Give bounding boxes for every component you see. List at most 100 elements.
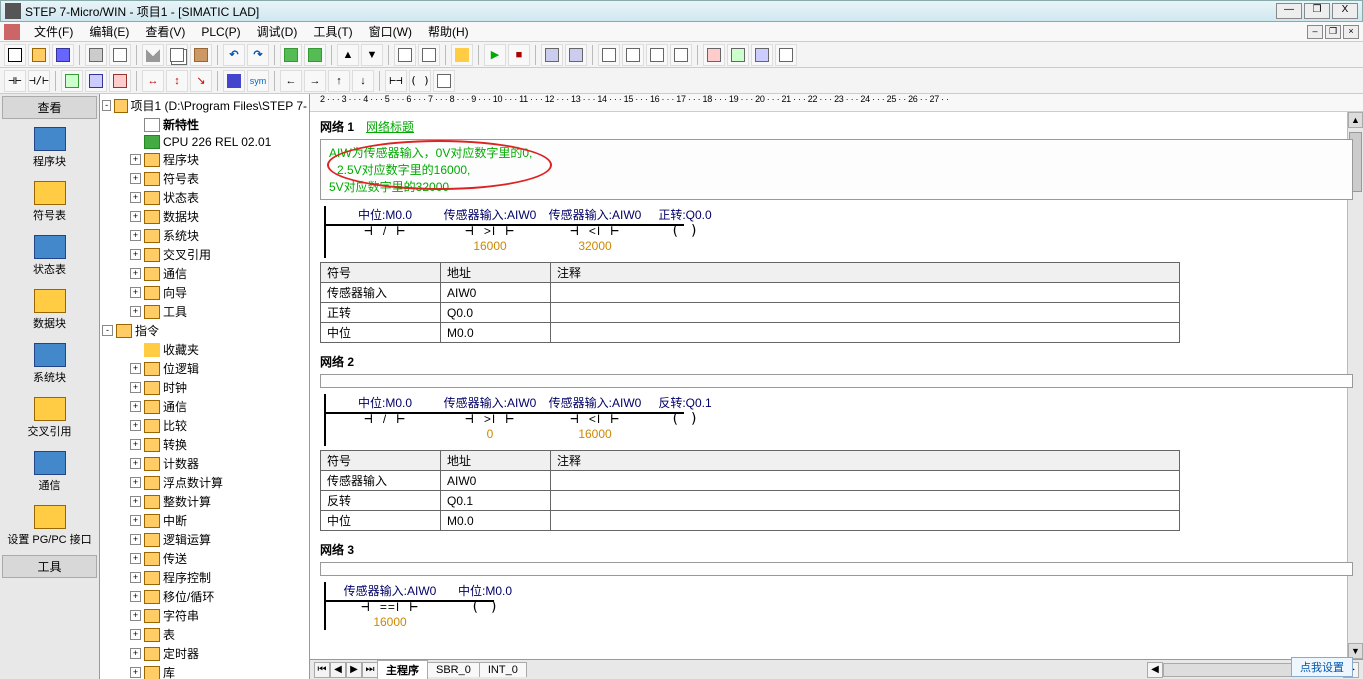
tree-node[interactable]: +时钟 [102, 378, 307, 397]
view-stl-button[interactable] [85, 70, 107, 92]
palette-tool-7[interactable]: 设置 PG/PC 接口 [0, 499, 99, 553]
tool-h-button[interactable] [775, 44, 797, 66]
tree-node[interactable]: +移位/循环 [102, 587, 307, 606]
tree-node[interactable]: +定时器 [102, 644, 307, 663]
insert-contact-button[interactable]: ⊢⊣ [385, 70, 407, 92]
expand-icon[interactable]: + [130, 154, 141, 165]
tab-sbr0[interactable]: SBR_0 [427, 662, 480, 677]
network-3-rung[interactable]: 传感器输入:AIW0⊣ ==I ⊢16000 中位:M0.0( ) [320, 582, 1353, 630]
menu-view[interactable]: 查看(V) [137, 23, 193, 40]
tree-node[interactable]: +表 [102, 625, 307, 644]
coil-output[interactable]: 正转:Q0.0( ) [650, 206, 720, 239]
expand-icon[interactable]: + [130, 249, 141, 260]
expand-icon[interactable]: + [130, 591, 141, 602]
tab-first-button[interactable]: ⏮ [314, 662, 330, 678]
tree-root[interactable]: - 项目1 (D:\Program Files\STEP 7- [102, 96, 307, 115]
redo-button[interactable]: ↷ [247, 44, 269, 66]
coil-output[interactable]: 反转:Q0.1( ) [650, 394, 720, 427]
tool-b-button[interactable] [622, 44, 644, 66]
tree-node[interactable]: +符号表 [102, 169, 307, 188]
paste-button[interactable] [190, 44, 212, 66]
hscroll-left[interactable]: ◀ [1147, 662, 1163, 678]
settings-hint-button[interactable]: 点我设置 [1291, 657, 1353, 677]
cut-button[interactable] [142, 44, 164, 66]
tree-node[interactable]: +字符串 [102, 606, 307, 625]
expand-icon[interactable]: - [102, 100, 111, 111]
tool-c-button[interactable] [646, 44, 668, 66]
tab-int0[interactable]: INT_0 [479, 662, 527, 677]
expand-icon[interactable]: + [130, 553, 141, 564]
wire-v-button[interactable]: ↕ [166, 70, 188, 92]
menu-file[interactable]: 文件(F) [26, 23, 81, 40]
nav-right-button[interactable]: → [304, 70, 326, 92]
tree-node[interactable]: +数据块 [102, 207, 307, 226]
compare-gt[interactable]: 传感器输入:AIW0⊣ >I ⊢0 [440, 394, 540, 441]
network-1-comment[interactable]: AIW为传感器输入，0V对应数字里的0, 2.5V对应数字里的16000, 5V… [320, 139, 1353, 200]
new-button[interactable] [4, 44, 26, 66]
expand-icon[interactable]: + [130, 648, 141, 659]
expand-icon[interactable]: + [130, 382, 141, 393]
maximize-button[interactable]: ❐ [1304, 3, 1330, 19]
compare-lt[interactable]: 传感器输入:AIW0⊣ <I ⊢32000 [545, 206, 645, 253]
menu-window[interactable]: 窗口(W) [361, 23, 420, 40]
download-button[interactable]: ▼ [361, 44, 383, 66]
save-button[interactable] [52, 44, 74, 66]
tool-e-button[interactable] [703, 44, 725, 66]
compare-gt[interactable]: 传感器输入:AIW0⊣ >I ⊢16000 [440, 206, 540, 253]
copy-button[interactable] [166, 44, 188, 66]
mdi-minimize[interactable]: – [1307, 25, 1323, 39]
contact-nc[interactable]: 中位:M0.0⊣ / ⊢ [350, 394, 420, 427]
nav-left-button[interactable]: ← [280, 70, 302, 92]
wire-d-button[interactable]: ↘ [190, 70, 212, 92]
tree-node[interactable]: +系统块 [102, 226, 307, 245]
stop-button[interactable]: ■ [508, 44, 530, 66]
expand-icon[interactable]: + [130, 458, 141, 469]
toggle-button[interactable] [451, 44, 473, 66]
palette-tool-5[interactable]: 交叉引用 [0, 391, 99, 445]
nav-down-button[interactable]: ↓ [352, 70, 374, 92]
insert-network-button[interactable] [394, 44, 416, 66]
tool-f-button[interactable] [727, 44, 749, 66]
network-1-rung[interactable]: 中位:M0.0⊣ / ⊢ 传感器输入:AIW0⊣ >I ⊢16000 传感器输入… [320, 206, 1353, 258]
mdi-restore[interactable]: ❐ [1325, 25, 1341, 39]
tree-node[interactable]: 收藏夹 [102, 340, 307, 359]
expand-icon[interactable]: + [130, 363, 141, 374]
tree-node[interactable]: +工具 [102, 302, 307, 321]
expand-icon[interactable]: + [130, 534, 141, 545]
print-button[interactable] [85, 44, 107, 66]
tree-node[interactable]: CPU 226 REL 02.01 [102, 134, 307, 150]
preview-button[interactable] [109, 44, 131, 66]
menu-tools[interactable]: 工具(T) [305, 23, 360, 40]
legend-button[interactable] [223, 70, 245, 92]
tab-prev-button[interactable]: ◀ [330, 662, 346, 678]
open-button[interactable] [28, 44, 50, 66]
tool-a-button[interactable] [598, 44, 620, 66]
tree-node[interactable]: +逻辑运算 [102, 530, 307, 549]
contact-nc[interactable]: 中位:M0.0⊣ / ⊢ [350, 206, 420, 239]
expand-icon[interactable]: + [130, 192, 141, 203]
tool-d-button[interactable] [670, 44, 692, 66]
palette-tool-0[interactable]: 程序块 [0, 121, 99, 175]
palette-footer[interactable]: 工具 [2, 555, 97, 578]
palette-tool-3[interactable]: 数据块 [0, 283, 99, 337]
tree-node[interactable]: +通信 [102, 397, 307, 416]
expand-icon[interactable]: + [130, 287, 141, 298]
sym-button[interactable]: sym [247, 70, 269, 92]
tree-node[interactable]: +传送 [102, 549, 307, 568]
undo-button[interactable]: ↶ [223, 44, 245, 66]
monitor-button[interactable] [541, 44, 563, 66]
tree-node[interactable]: +程序块 [102, 150, 307, 169]
delete-network-button[interactable] [418, 44, 440, 66]
menu-edit[interactable]: 编辑(E) [81, 23, 137, 40]
insert-coil-button[interactable]: ( ) [409, 70, 431, 92]
contact-no-button[interactable]: ⊣⊢ [4, 70, 26, 92]
expand-icon[interactable]: + [130, 420, 141, 431]
compare-lt[interactable]: 传感器输入:AIW0⊣ <I ⊢16000 [545, 394, 645, 441]
expand-icon[interactable]: + [130, 477, 141, 488]
expand-icon[interactable]: + [130, 306, 141, 317]
tool-g-button[interactable] [751, 44, 773, 66]
mdi-close[interactable]: × [1343, 25, 1359, 39]
expand-icon[interactable]: + [130, 629, 141, 640]
run-button[interactable]: ▶ [484, 44, 506, 66]
nav-up-button[interactable]: ↑ [328, 70, 350, 92]
